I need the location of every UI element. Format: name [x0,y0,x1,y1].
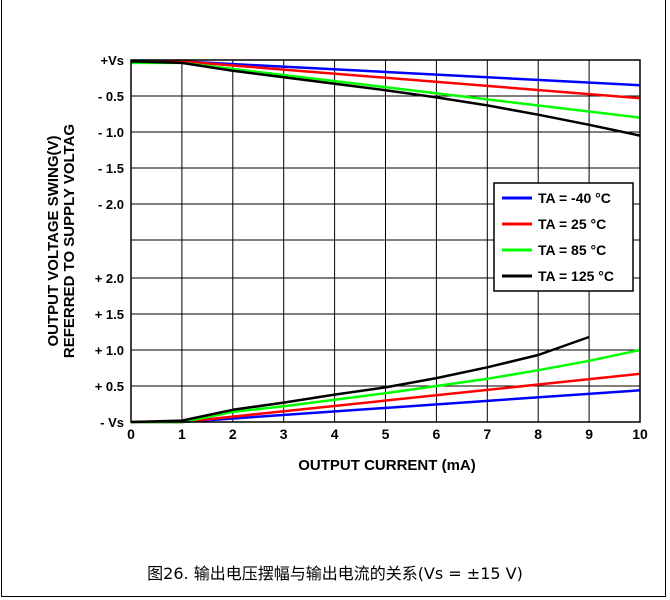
y-tick-label-lower: + 0.5 [95,379,124,394]
y-tick-label-upper: - 1.0 [98,125,124,140]
x-tick-label: 10 [632,426,648,442]
legend-entry: TA = 85 °C [538,242,606,258]
legend-entry: TA = 125 °C [538,268,614,284]
y-tick-label-lower: + 2.0 [95,271,124,286]
series-line-upper [130,60,641,137]
y-axis-label-line1: OUTPUT VOLTAGE SWING(V) [45,135,62,346]
x-tick-label: 4 [331,426,339,442]
tick-labels: 0 1 2 3 4 5 6 7 8 9 10 +Vs - 0.5 - 1.0 - 1.5 - 2.0 - Vs +… [95,53,648,442]
plot-border [130,59,641,423]
x-tick-label: 9 [585,426,593,442]
y-tick-label-lower: + 1.5 [95,307,124,322]
x-tick-label: 0 [127,426,135,442]
y-tick-label-lower: + 1.0 [95,343,124,358]
x-tick-label: 2 [229,426,237,442]
figure-caption: 图26. 输出电压摆幅与输出电流的关系(Vs = ±15 V) [147,564,523,583]
x-tick-label: 5 [382,426,390,442]
y-tick-label-lower: - Vs [100,415,124,430]
series-line-lower [131,348,641,424]
legend: TA = -40 °C TA = 25 °C TA = 85 °C TA = 125 … [493,182,634,292]
y-tick-label-upper: +Vs [101,53,125,68]
legend-box [493,182,634,292]
x-axis-label: OUTPUT CURRENT (mA) [298,457,476,474]
x-tick-label: 3 [280,426,288,442]
series-line-lower [130,335,590,424]
x-tick-label: 1 [178,426,186,442]
x-tick-label: 7 [483,426,491,442]
y-tick-label-upper: - 0.5 [98,89,124,104]
x-tick-label: 6 [433,426,441,442]
x-tick-label: 8 [534,426,542,442]
output-swing-chart: 0 1 2 3 4 5 6 7 8 9 10 +Vs - 0.5 - 1.0 - 1.5 - 2.0 - Vs +… [45,53,648,474]
y-axis-label-line2: REFERRED TO SUPPLY VOLTAG [61,124,78,358]
y-tick-label-upper: - 2.0 [98,197,124,212]
y-tick-label-upper: - 1.5 [98,161,124,176]
legend-entry: TA = 25 °C [538,216,606,232]
legend-entry: TA = -40 °C [538,190,611,206]
